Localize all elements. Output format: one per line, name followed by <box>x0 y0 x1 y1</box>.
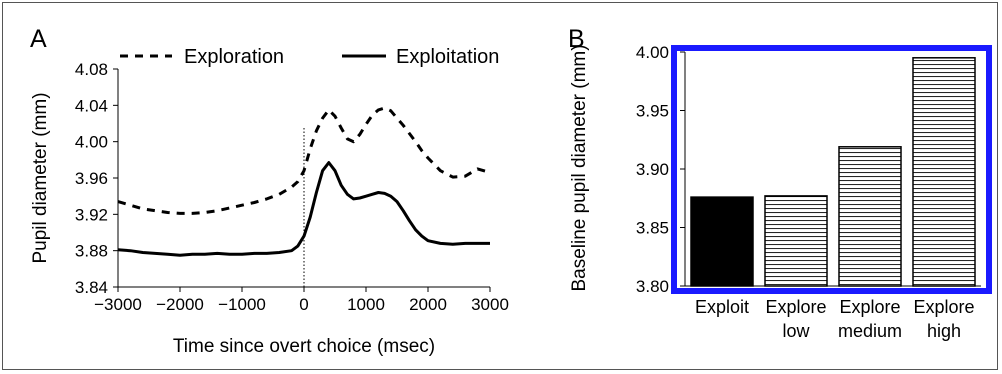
y-tick-label: 3.80 <box>636 277 669 296</box>
y-tick-label: 4.04 <box>75 96 108 115</box>
x-category-label: low <box>782 321 810 341</box>
x-tick-label: −1000 <box>218 295 266 314</box>
panel-a-line-chart: A 3.84 3.88 3.92 3.96 4.00 4.04 4.08 −3000 −2000−… <box>30 25 509 357</box>
bar-explore-low <box>764 195 828 287</box>
x-tick-label: 2000 <box>409 295 447 314</box>
x-category-label: high <box>927 321 961 341</box>
figure-frame <box>2 2 998 370</box>
x-tick-label: −2000 <box>156 295 204 314</box>
y-tick-label: 3.88 <box>75 242 108 261</box>
panel-b-bar-chart: B 3.80 3.85 3.90 3.95 4.00 Baseline pupil diam… <box>568 25 992 341</box>
y-tick-label: 3.95 <box>636 102 669 121</box>
y-tick-label: 4.00 <box>75 133 108 152</box>
x-category-label: Explore <box>839 297 900 317</box>
highlight-border <box>671 45 992 294</box>
y-tick-label: 3.84 <box>75 278 108 297</box>
y-tick-label: 4.08 <box>75 60 108 79</box>
x-tick-label: 1000 <box>347 295 385 314</box>
y-tick-label: 3.90 <box>636 160 669 179</box>
bar-explore-high <box>912 57 976 287</box>
x-tick-label: 0 <box>299 295 308 314</box>
bar-exploit <box>690 196 754 287</box>
y-tick-label: 4.00 <box>636 43 669 62</box>
x-tick-label: −3000 <box>94 295 142 314</box>
legend-label-exploration: Exploration <box>184 46 284 68</box>
bar-explore-medium <box>838 146 902 287</box>
series-line-exploitation <box>117 161 490 257</box>
y-tick-label: 3.92 <box>75 205 108 224</box>
panel-label-a: A <box>30 25 47 53</box>
x-category-label: Explore <box>765 297 826 317</box>
x-category-label: Exploit <box>695 297 749 317</box>
y-tick-label: 3.96 <box>75 169 108 188</box>
panel-label-b: B <box>568 25 585 53</box>
x-axis-title: Time since overt choice (msec) <box>173 336 435 357</box>
x-tick-label: 3000 <box>471 295 509 314</box>
y-axis-title: Pupil diameter (mm) <box>30 92 51 263</box>
x-category-label: Explore <box>913 297 974 317</box>
series-line-exploration <box>117 106 491 215</box>
y-axis-title: Baseline pupil diameter (mm) <box>569 44 590 291</box>
x-category-label: medium <box>838 321 902 341</box>
y-tick-label: 3.85 <box>636 219 669 238</box>
legend-label-exploitation: Exploitation <box>396 46 499 68</box>
